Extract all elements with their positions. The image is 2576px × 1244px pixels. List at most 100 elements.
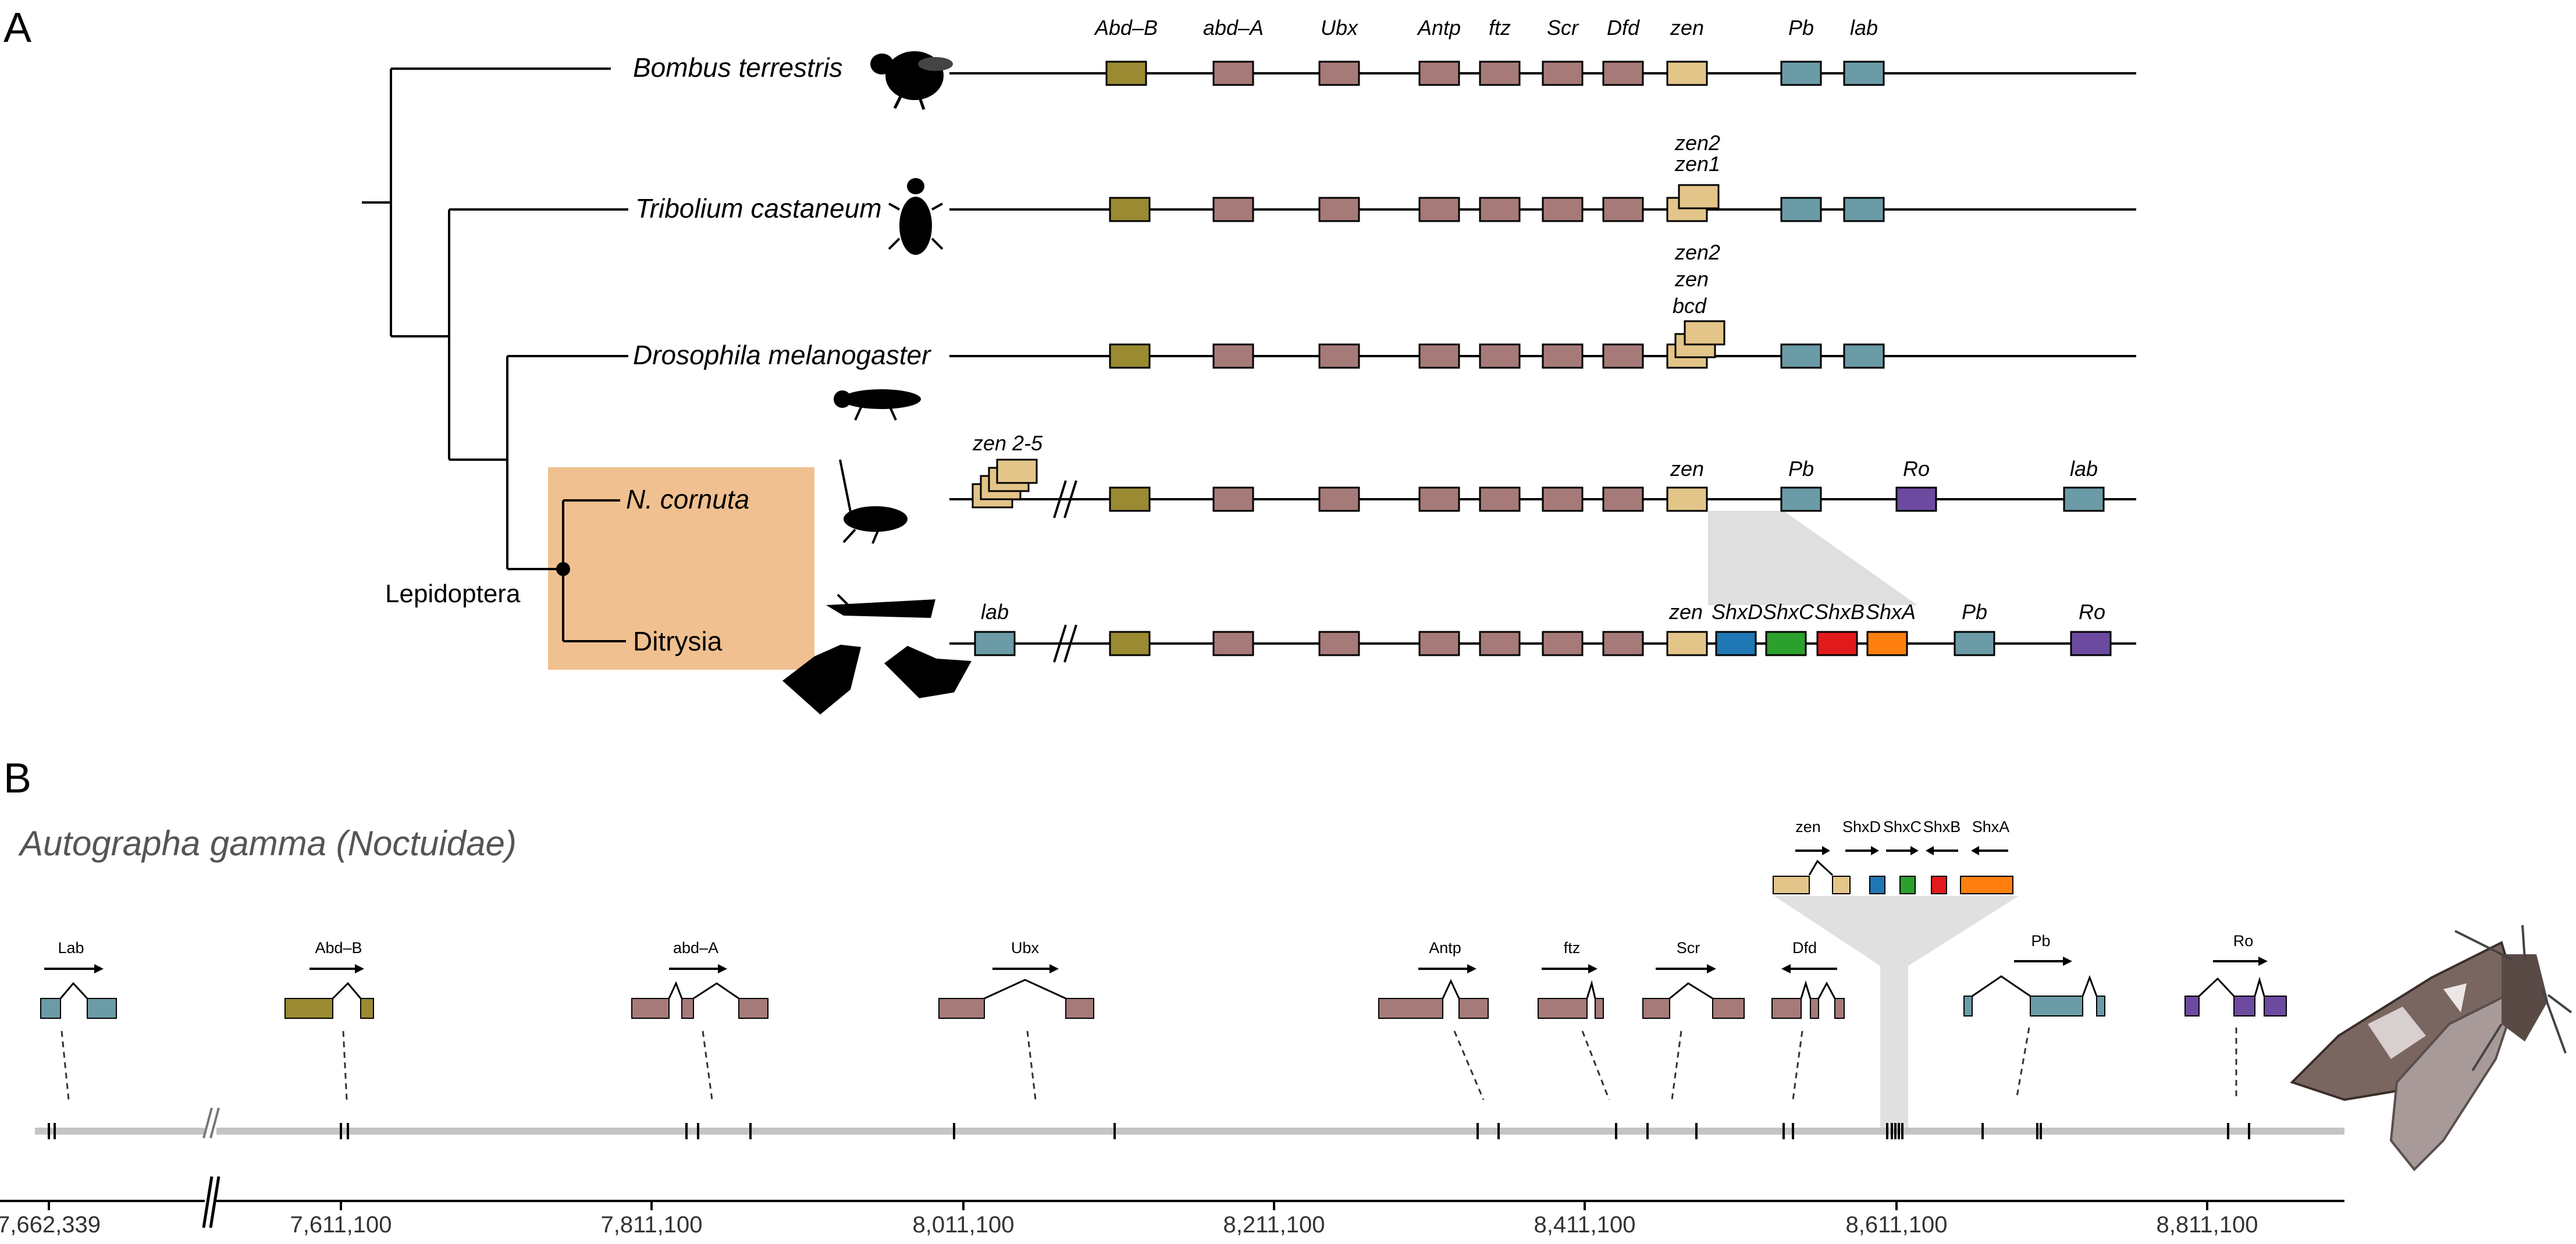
tick-label-4: 8,211,100 xyxy=(1223,1212,1325,1238)
svg-text:ftz: ftz xyxy=(1564,939,1581,957)
svg-text:Ubx: Ubx xyxy=(1011,939,1040,957)
gene-model-pb: Pb xyxy=(1963,932,2105,1016)
svg-text:Abd–B: Abd–B xyxy=(315,939,362,957)
fly-silhouette xyxy=(834,389,921,421)
gene-label-abda: abd–A xyxy=(1203,16,1264,40)
species-ditrysia: Ditrysia xyxy=(633,626,723,656)
gene-label-shxd: ShxD xyxy=(1712,600,1763,624)
gene-box-scr xyxy=(1542,61,1584,86)
gene-model-ubx: Ubx xyxy=(938,939,1094,1019)
dashed-connectors xyxy=(61,1027,2237,1100)
gene-row-ditrysia xyxy=(949,624,2136,663)
gene-label-zen-drosophila: zen xyxy=(1674,267,1709,291)
species-bombus: Bombus terrestris xyxy=(633,52,842,83)
gene-box-antp xyxy=(1418,61,1460,86)
gene-model-antp: Antp xyxy=(1378,939,1489,1019)
gene-box-pb xyxy=(1780,61,1822,86)
gene-label-pb: Pb xyxy=(1788,16,1814,40)
gene-model-scr: Scr xyxy=(1642,939,1745,1019)
inset-label-shxd: ShxD xyxy=(1842,818,1881,836)
gene-box-ubx xyxy=(1318,61,1360,86)
gene-box-zen xyxy=(1666,61,1708,86)
gene-label-lab-ditrysia: lab xyxy=(981,600,1009,624)
gene-label-dfd: Dfd xyxy=(1607,16,1640,40)
shx-inset-wedge xyxy=(1774,896,2019,1131)
inset-label-shxa: ShxA xyxy=(1972,818,2010,836)
moth-illustration xyxy=(2290,925,2573,1171)
svg-text:abd–A: abd–A xyxy=(673,939,718,957)
svg-text:Scr: Scr xyxy=(1677,939,1700,957)
gene-label-abdb: Abd–B xyxy=(1094,16,1158,40)
inset-label-zen: zen xyxy=(1795,818,1821,836)
gene-label-zen2-drosophila: zen2 xyxy=(1674,240,1720,264)
gene-row-tribolium xyxy=(949,184,2136,222)
coordinate-axis: 7,662,339 7,611,100 7,811,100 8,011,100 … xyxy=(0,1175,2344,1238)
gene-label-pb-ditrysia: Pb xyxy=(1962,600,1987,624)
panel-b-label: B xyxy=(3,755,31,802)
gene-label-ubx: Ubx xyxy=(1321,16,1359,40)
gene-label-zen1-tribolium: zen1 xyxy=(1674,152,1720,176)
gene-row-drosophila xyxy=(949,320,2136,369)
gene-label-shxa: ShxA xyxy=(1866,600,1916,624)
gene-box-dfd xyxy=(1602,61,1644,86)
tick-label-7: 8,811,100 xyxy=(2157,1212,2258,1238)
gene-model-abdb: Abd–B xyxy=(284,939,374,1019)
svg-text:Dfd: Dfd xyxy=(1792,939,1817,957)
gene-label-lab: lab xyxy=(1850,16,1878,40)
gene-model-ro: Ro xyxy=(2184,932,2287,1016)
gene-box-ftz xyxy=(1479,61,1521,86)
gene-box-lab xyxy=(1843,61,1885,86)
gene-label-shxb: ShxB xyxy=(1814,600,1865,624)
gene-label-zen25: zen 2-5 xyxy=(972,431,1043,455)
gene-model-abda: abd–A xyxy=(631,939,768,1019)
gene-row-bombus xyxy=(949,61,2136,86)
gene-models: Lab Abd–B abd–A Ubx xyxy=(40,932,2287,1019)
tick-label-3: 8,011,100 xyxy=(913,1212,1015,1238)
svg-text:Pb: Pb xyxy=(2031,932,2050,950)
inset-label-shxc: ShxC xyxy=(1883,818,1922,836)
species-tribolium: Tribolium castaneum xyxy=(635,193,882,223)
beetle-silhouette xyxy=(888,178,944,255)
moth-silhouettes-ditrysia xyxy=(782,593,972,715)
gene-label-ro-ncornuta: Ro xyxy=(1903,457,1930,481)
gene-label-bcd-drosophila: bcd xyxy=(1673,294,1707,318)
tick-label-2: 7,811,100 xyxy=(601,1212,703,1238)
species-ncornuta: N. cornuta xyxy=(626,484,749,514)
shx-synteny-wedge xyxy=(1708,511,1917,605)
gene-model-ftz: ftz xyxy=(1538,939,1604,1019)
panel-a-label: A xyxy=(3,5,31,51)
gene-box-abda xyxy=(1212,61,1254,86)
svg-text:Antp: Antp xyxy=(1429,939,1461,957)
gene-label-ro-ditrysia: Ro xyxy=(2079,600,2105,624)
panel-b-title: Autographa gamma (Noctuidae) xyxy=(18,824,517,863)
svg-text:Ro: Ro xyxy=(2233,932,2254,950)
gene-label-zen-ditrysia: zen xyxy=(1668,600,1703,624)
shx-inset: zen ShxD ShxC ShxB ShxA xyxy=(1773,818,2013,894)
gene-label-scr: Scr xyxy=(1547,16,1579,40)
bee-silhouette xyxy=(870,51,953,110)
gene-box-abdb xyxy=(1105,61,1147,86)
tick-label-5: 8,411,100 xyxy=(1534,1212,1636,1238)
gene-label-zen: zen xyxy=(1670,16,1704,40)
lepidoptera-label: Lepidoptera xyxy=(385,580,521,608)
gene-label-ftz: ftz xyxy=(1489,16,1511,40)
tick-label-6: 8,611,100 xyxy=(1846,1212,1948,1238)
gene-label-zen2-tribolium: zen2 xyxy=(1674,131,1720,155)
gene-label-shxc: ShxC xyxy=(1763,600,1814,624)
species-drosophila: Drosophila melanogaster xyxy=(633,340,931,370)
inset-label-shxb: ShxB xyxy=(1923,818,1961,836)
genome-track xyxy=(35,1106,2344,1158)
gene-label-pb-ncornuta: Pb xyxy=(1788,457,1814,481)
tick-label-0: 7,662,339 xyxy=(0,1212,101,1238)
svg-text:Lab: Lab xyxy=(58,939,84,957)
gene-row-ncornuta xyxy=(949,458,2136,518)
gene-label-antp: Antp xyxy=(1417,16,1461,40)
moth-silhouette-ncornuta xyxy=(839,459,908,544)
lepidoptera-node xyxy=(556,562,570,576)
gene-model-dfd: Dfd xyxy=(1771,939,1845,1019)
tick-label-1: 7,611,100 xyxy=(290,1212,392,1238)
gene-label-zen-ncornuta: zen xyxy=(1670,457,1704,481)
gene-label-lab-ncornuta: lab xyxy=(2070,457,2098,481)
gene-model-lab: Lab xyxy=(40,939,117,1019)
